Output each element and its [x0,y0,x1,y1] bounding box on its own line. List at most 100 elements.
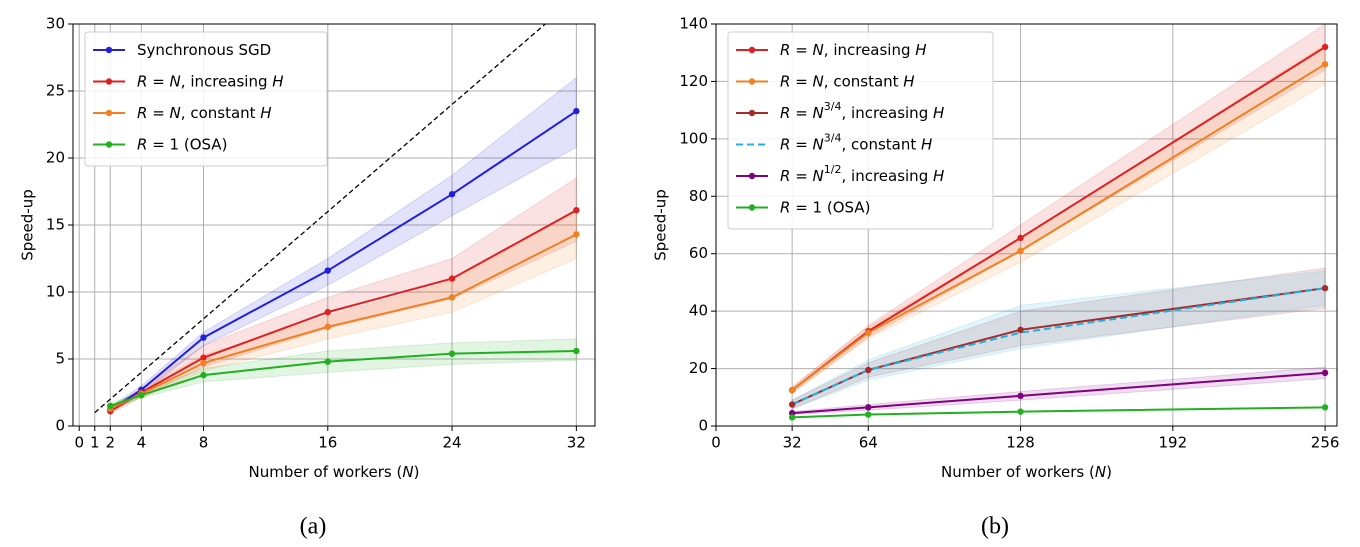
legend-marker [748,78,756,85]
confidence-band [791,24,1326,394]
data-point [1017,326,1024,334]
data-point [788,414,796,421]
data-point [200,334,207,341]
data-point [865,411,872,418]
data-point [448,275,456,282]
x-tick-label: 2 [106,434,116,452]
x-tick-label: 32 [567,434,586,452]
series-line [791,63,1326,391]
y-tick-label: 140 [679,15,708,33]
y-tick-label: 25 [46,82,65,100]
data-point [573,207,580,214]
data-point [1017,408,1024,415]
series-line [792,371,1326,415]
legend-label: R = N3/4, constant H [780,131,932,153]
y-tick-label: 20 [689,359,708,377]
data-point [448,350,456,357]
data-point [324,323,331,331]
legend-marker [748,204,756,211]
x-tick-label: 128 [1006,434,1035,452]
data-point [1321,284,1329,292]
y-tick-label: 5 [55,350,65,368]
x-tick-label: 0 [711,434,721,452]
data-point [788,386,796,394]
x-tick-label: 192 [1159,434,1188,452]
legend-marker [748,172,756,180]
legend-label: R = 1 (OSA) [780,198,870,216]
x-tick-label: 64 [859,434,878,452]
data-point [138,391,145,399]
y-axis-label: Speed-up [19,189,37,260]
legend-label: Synchronous SGD [137,41,271,59]
y-tick-label: 80 [689,187,708,205]
x-tick-label: 8 [199,434,209,452]
y-tick-label: 100 [679,129,708,147]
data-point [1017,392,1024,400]
y-tick-label: 15 [46,216,65,234]
data-point [1321,43,1329,51]
y-tick-label: 120 [679,72,708,90]
legend-marker [748,46,756,54]
y-tick-label: 10 [46,283,65,301]
x-tick-label: 256 [1311,434,1340,452]
legend-label: R = N1/2, increasing H [780,163,944,185]
data-point [107,402,114,410]
legend-label: R = N3/4, increasing H [780,100,944,122]
confidence-band [791,267,1326,410]
y-tick-label: 30 [46,15,65,33]
legend-marker [748,109,756,117]
axes-frame [715,23,1338,427]
x-tick-label: 32 [783,434,802,452]
y-tick-label: 0 [55,417,65,435]
caption: (b) [981,514,1009,540]
plot-area [791,24,1326,419]
data-point [1017,247,1024,255]
data-point [324,267,331,274]
data-point [448,294,456,301]
data-point [1017,234,1024,242]
legend-box [727,31,994,230]
x-tick-label: 0 [74,434,84,452]
data-point [573,231,580,238]
data-point [200,371,207,379]
legend-marker [105,141,113,148]
data-point [1321,369,1329,377]
data-point [1321,60,1329,68]
data-point [573,347,580,355]
legend-label: R = N, increasing H [780,41,927,59]
data-point [1321,404,1329,411]
x-tick-label: 4 [137,434,147,452]
plot-area [94,24,577,415]
series-line [109,110,577,411]
series-line [792,406,1326,419]
data-point [448,190,456,198]
legend-marker [105,109,113,117]
series-line [791,287,1326,406]
data-point [324,308,331,316]
data-point [865,366,872,374]
x-tick-label: 24 [443,434,462,452]
legend-label: R = N, constant H [780,72,915,90]
series-line [94,24,546,414]
y-tick-label: 20 [46,149,65,167]
legend-label: R = N, increasing H [137,72,284,90]
data-point [324,358,331,365]
legend-label: R = N, constant H [137,104,272,122]
legend-box [84,31,328,167]
x-tick-label: 16 [318,434,337,452]
data-point [788,401,796,408]
x-axis-label: Number of workers (N) [941,463,1112,481]
y-tick-label: 60 [689,244,708,262]
data-point [865,329,872,336]
y-axis-label: Speed-up [652,189,670,260]
caption: (a) [300,514,327,540]
data-point [200,359,207,367]
y-tick-label: 40 [689,302,708,320]
data-point [865,404,872,411]
axes-frame [72,23,596,427]
x-tick-label: 1 [90,434,100,452]
x-axis-label: Number of workers (N) [249,463,420,481]
series-line [109,349,577,407]
legend-marker [105,46,113,54]
